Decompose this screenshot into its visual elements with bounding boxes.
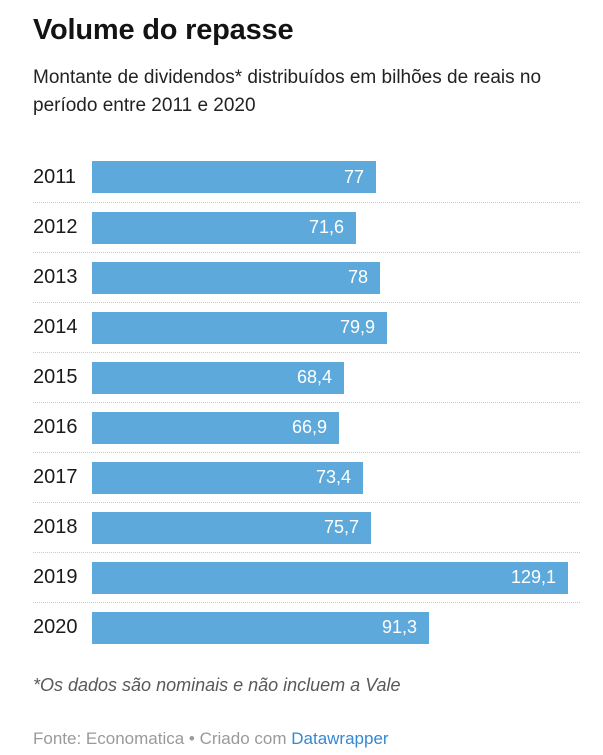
bar-row: 2020 91,3 bbox=[33, 602, 580, 652]
bar[interactable]: 77 bbox=[92, 161, 376, 193]
datawrapper-link[interactable]: Datawrapper bbox=[291, 729, 389, 748]
year-label: 2018 bbox=[33, 516, 78, 538]
bar-value-label: 71,6 bbox=[308, 217, 344, 237]
bar-row: 2016 66,9 bbox=[33, 402, 580, 452]
bar-row: 2019 129,1 bbox=[33, 552, 580, 602]
bar-value-label: 75,7 bbox=[323, 517, 359, 537]
bar[interactable]: 68,4 bbox=[92, 361, 344, 394]
bar-track: 129,1 bbox=[92, 561, 580, 594]
year-label: 2016 bbox=[33, 416, 78, 438]
bar-track: 77 bbox=[92, 161, 580, 193]
bar[interactable]: 66,9 bbox=[92, 411, 339, 444]
chart-subtitle: Montante de dividendos* distribuídos em … bbox=[33, 67, 542, 116]
bar-rows: 2011 77 2012 71,6 2013 78 2014 79,9 bbox=[33, 152, 580, 652]
year-label: 2011 bbox=[33, 165, 77, 188]
bar[interactable]: 129,1 bbox=[92, 561, 568, 594]
bar-track: 68,4 bbox=[92, 361, 580, 394]
bar-value-label: 77 bbox=[343, 166, 364, 187]
bar-track: 73,4 bbox=[92, 461, 580, 494]
bar-value-label: 79,9 bbox=[339, 317, 375, 337]
bar[interactable]: 73,4 bbox=[92, 461, 363, 494]
bar[interactable]: 75,7 bbox=[92, 511, 371, 544]
bar-value-label: 68,4 bbox=[296, 367, 332, 387]
bar-row: 2011 77 bbox=[33, 152, 580, 202]
bar[interactable]: 79,9 bbox=[92, 311, 387, 344]
bar-track: 75,7 bbox=[92, 511, 580, 544]
year-label: 2020 bbox=[33, 616, 78, 638]
chart-footnote: *Os dados são nominais e não incluem a V… bbox=[33, 675, 401, 695]
bar-track: 71,6 bbox=[92, 211, 580, 244]
bar-row: 2018 75,7 bbox=[33, 502, 580, 552]
bar[interactable]: 91,3 bbox=[92, 611, 429, 644]
bar-row: 2012 71,6 bbox=[33, 202, 580, 252]
bar[interactable]: 78 bbox=[92, 261, 380, 294]
bar[interactable]: 71,6 bbox=[92, 211, 356, 244]
chart-source-line: Fonte: Economatica • Criado com Datawrap… bbox=[33, 728, 580, 750]
year-label: 2017 bbox=[33, 466, 78, 488]
year-label: 2019 bbox=[33, 566, 78, 588]
bar-track: 78 bbox=[92, 261, 580, 294]
bar-row: 2017 73,4 bbox=[33, 452, 580, 502]
bar-value-label: 129,1 bbox=[510, 567, 556, 587]
year-label: 2013 bbox=[33, 266, 78, 288]
bar-track: 79,9 bbox=[92, 311, 580, 344]
source-text: Fonte: Economatica • Criado com bbox=[33, 729, 292, 748]
chart-title: Volume do repasse bbox=[33, 14, 294, 46]
bar-track: 91,3 bbox=[92, 611, 580, 644]
bar-chart: 2011 77 2012 71,6 2013 78 2014 79,9 bbox=[33, 152, 580, 652]
bar-row: 2014 79,9 bbox=[33, 302, 580, 352]
bar-value-label: 66,9 bbox=[291, 417, 327, 437]
year-label: 2014 bbox=[33, 316, 78, 338]
bar-track: 66,9 bbox=[92, 411, 580, 444]
year-label: 2015 bbox=[33, 366, 78, 388]
bar-value-label: 73,4 bbox=[315, 467, 351, 487]
bar-value-label: 78 bbox=[347, 267, 368, 287]
bar-row: 2013 78 bbox=[33, 252, 580, 302]
bar-value-label: 91,3 bbox=[381, 617, 417, 637]
bar-row: 2015 68,4 bbox=[33, 352, 580, 402]
year-label: 2012 bbox=[33, 216, 78, 238]
